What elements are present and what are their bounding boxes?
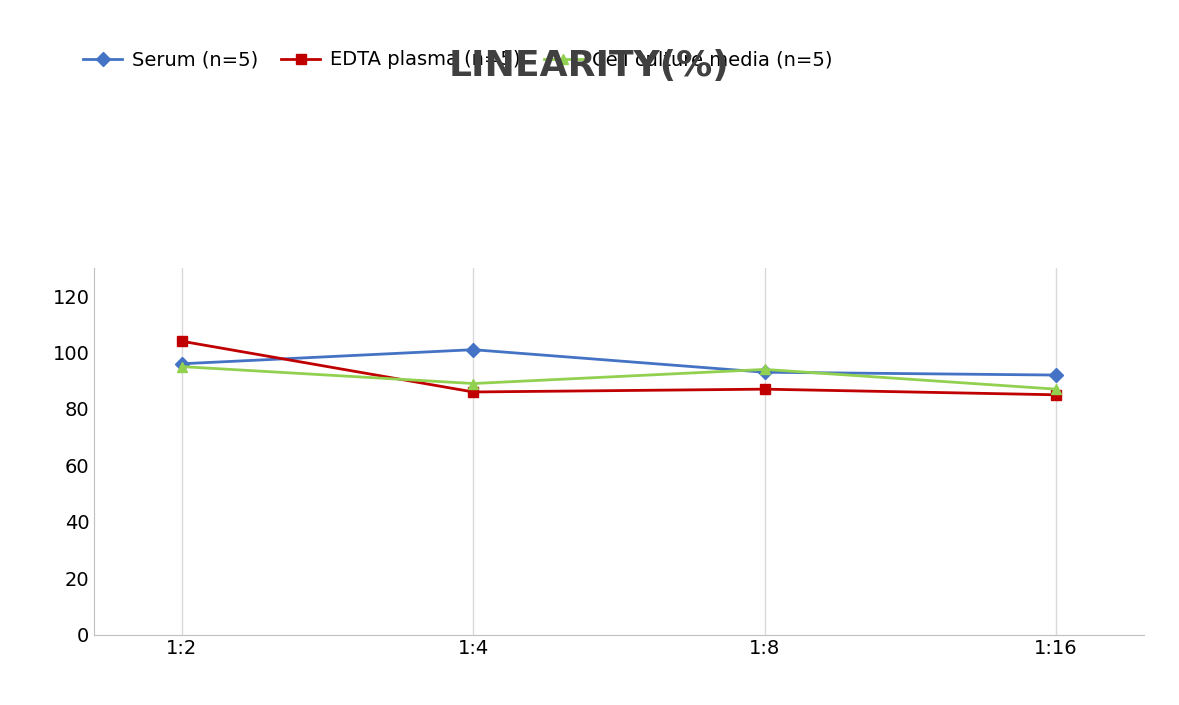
Cell culture media (n=5): [174, 362, 189, 371]
Cell culture media (n=5): [758, 365, 772, 374]
Line: EDTA plasma (n=5): EDTA plasma (n=5): [177, 336, 1061, 400]
Cell culture media (n=5): [466, 379, 480, 388]
Serum (n=5): [174, 360, 189, 368]
Text: LINEARITY(%): LINEARITY(%): [449, 49, 730, 83]
Serum (n=5): [1049, 371, 1063, 379]
Line: Cell culture media (n=5): Cell culture media (n=5): [177, 362, 1061, 394]
Serum (n=5): [466, 345, 480, 354]
Serum (n=5): [758, 368, 772, 376]
EDTA plasma (n=5): [174, 337, 189, 345]
Cell culture media (n=5): [1049, 385, 1063, 393]
Legend: Serum (n=5), EDTA plasma (n=5), Cell culture media (n=5): Serum (n=5), EDTA plasma (n=5), Cell cul…: [83, 50, 832, 69]
EDTA plasma (n=5): [1049, 391, 1063, 399]
EDTA plasma (n=5): [466, 388, 480, 396]
Line: Serum (n=5): Serum (n=5): [177, 345, 1061, 380]
EDTA plasma (n=5): [758, 385, 772, 393]
